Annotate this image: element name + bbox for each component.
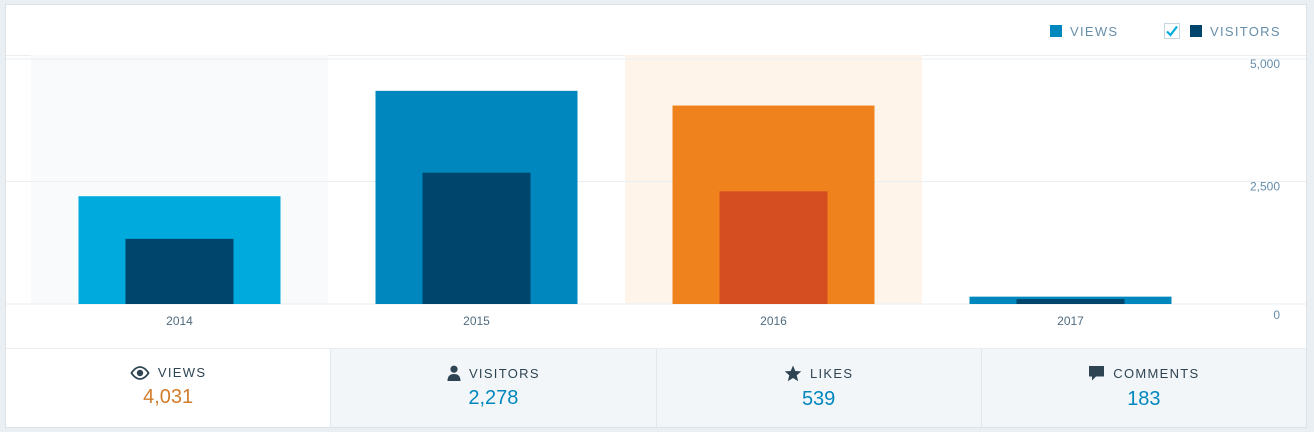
x-tick-label-2015: 2015 — [463, 314, 490, 328]
visitors-bar-2014 — [125, 238, 234, 304]
visitors-bar-2016 — [719, 191, 828, 304]
y-tick-label-2: 0 — [1273, 308, 1280, 322]
tab-views-value: 4,031 — [143, 386, 194, 408]
stats-tabs: Views 4,031 Visitors 2,278 — [6, 348, 1306, 427]
tab-views[interactable]: Views 4,031 — [6, 349, 331, 427]
x-tick-label-2016: 2016 — [760, 314, 787, 328]
legend-item-visitors[interactable]: Visitors — [1164, 22, 1281, 40]
star-icon — [784, 365, 802, 382]
tab-comments-value: 183 — [1127, 388, 1161, 410]
tab-visitors[interactable]: Visitors 2,278 — [330, 349, 656, 427]
y-tick-label-0: 5,000 — [1250, 57, 1280, 71]
tab-comments[interactable]: Comments 183 — [980, 349, 1306, 427]
visitors-bar-2015 — [422, 172, 531, 304]
legend-item-views: Views — [1050, 22, 1118, 40]
tab-visitors-value: 2,278 — [468, 387, 519, 409]
views-swatch — [1050, 25, 1062, 37]
tab-likes-label: Likes — [809, 366, 854, 381]
bar-chart: 2014 2015 2016 2017 5,000 2,500 0 — [6, 55, 1306, 328]
eye-icon — [130, 365, 150, 380]
chart-legend: Views Visitors — [6, 5, 1306, 56]
tab-likes[interactable]: Likes 539 — [655, 349, 981, 427]
x-tick-label-2017: 2017 — [1057, 314, 1084, 328]
x-tick-label-2014: 2014 — [166, 314, 193, 328]
visitors-checkbox[interactable] — [1164, 23, 1180, 39]
legend-label-views: Views — [1070, 23, 1119, 39]
stats-card: Views Visitors 2014 2015 2016 2017 5,000 2,50… — [5, 4, 1307, 428]
tab-likes-value: 539 — [801, 388, 836, 410]
visitors-bar-2017 — [1016, 299, 1125, 304]
tab-visitors-label: Visitors — [468, 365, 540, 381]
legend-label-visitors: Visitors — [1210, 23, 1281, 39]
tab-comments-label: Comments — [1113, 366, 1200, 381]
checkmark-icon — [1166, 25, 1178, 37]
visitors-swatch — [1190, 25, 1202, 37]
tab-views-label: Views — [157, 365, 207, 380]
y-tick-label-1: 2,500 — [1250, 180, 1280, 194]
person-icon — [447, 365, 461, 381]
comment-icon — [1088, 365, 1105, 382]
